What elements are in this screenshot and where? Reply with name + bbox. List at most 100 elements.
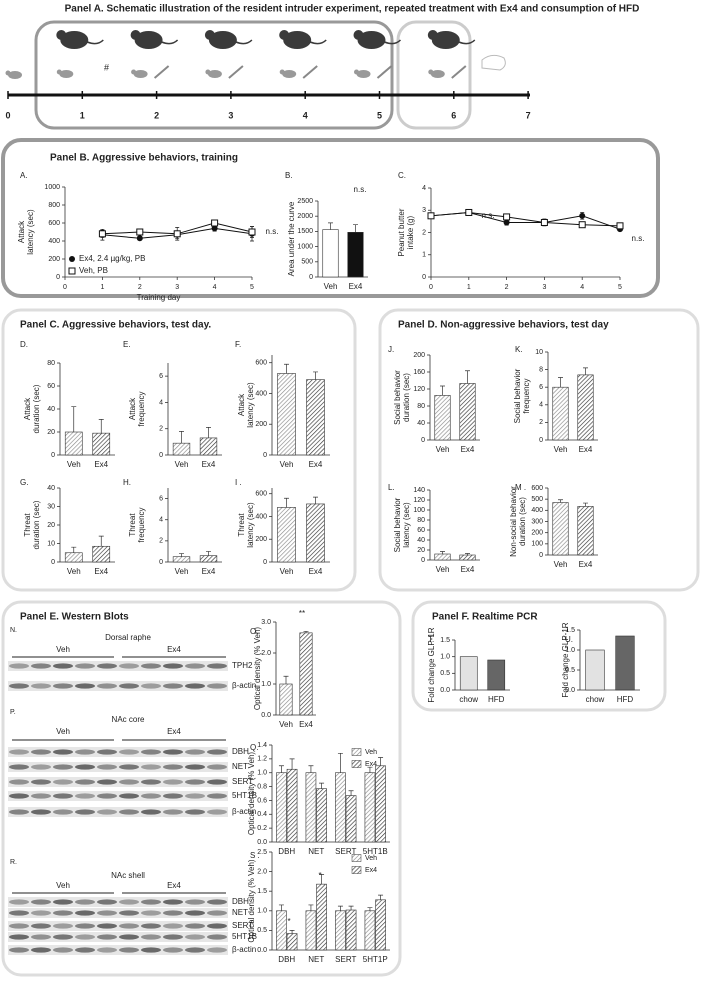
y-tick-label: 1.2: [257, 756, 267, 763]
marker: [503, 213, 511, 221]
y-tick-label: 2000: [297, 213, 313, 220]
legend-label: Ex4: [365, 761, 377, 768]
marker: [211, 219, 219, 227]
rat-icon: [279, 30, 290, 40]
marker: [173, 230, 181, 238]
blot-band: [207, 749, 227, 755]
blot-band: [141, 910, 161, 916]
y-tick-label: 100: [531, 541, 543, 548]
chart-label: D.: [20, 340, 28, 349]
blot-band: [75, 923, 95, 929]
legend-label: Veh: [365, 749, 377, 756]
bar: [487, 659, 506, 691]
y-tick-label: 2: [539, 419, 543, 426]
panel-title: Panel E. Western Blots: [20, 612, 129, 623]
bar: [306, 503, 325, 563]
y-tick-label: 40: [47, 485, 55, 492]
y-tick-label: 0: [263, 559, 267, 566]
bar: [299, 632, 313, 716]
y-tick-label: 400: [255, 513, 267, 520]
band-label: SERT: [232, 921, 253, 930]
y-tick-label: 0.0: [261, 712, 271, 719]
blot-band: [31, 934, 51, 940]
blot-band: [97, 934, 117, 940]
x-tick-label: 4: [580, 284, 584, 291]
bar: [375, 765, 386, 843]
error-bar: [367, 766, 373, 773]
blot-band: [207, 934, 227, 940]
y-tick-label: 0.5: [440, 670, 450, 677]
bar: [279, 683, 293, 716]
blot-band: [185, 663, 205, 669]
x-tick-label: 4: [213, 284, 217, 291]
bar: [459, 656, 478, 691]
y-tick-label: 6: [539, 384, 543, 391]
group-label: Ex4: [167, 881, 181, 890]
blot-band: [9, 764, 29, 770]
band-label: β-actin: [232, 807, 256, 816]
y-axis-label: frequency: [137, 507, 146, 542]
error-bar: [98, 419, 104, 434]
blot-strip: [8, 807, 228, 817]
error-bar: [308, 765, 314, 773]
rat-icon: [161, 39, 179, 45]
error-bar: [313, 371, 318, 380]
band-label: TPH2: [232, 661, 253, 670]
syringe-icon: [302, 65, 318, 79]
panel-d-box: [378, 308, 700, 592]
bar: [345, 795, 357, 843]
blot-band: [119, 923, 139, 929]
mouse-icon: [56, 69, 62, 75]
blot-band: [97, 749, 117, 755]
x-tick-label: NET: [308, 955, 324, 964]
y-tick-label: 400: [48, 238, 60, 245]
chart-label: Q.: [250, 743, 258, 752]
y-tick-label: 200: [531, 530, 543, 537]
cage-icon: [481, 54, 506, 71]
error-bar: [179, 553, 184, 557]
y-tick-label: 40: [47, 406, 55, 413]
blot-label: N.: [10, 627, 17, 634]
blot-band: [207, 809, 227, 815]
rat-icon: [283, 31, 312, 49]
blot-band: [31, 910, 51, 916]
syringe-icon: [228, 65, 244, 79]
y-tick-label: 80: [47, 360, 55, 367]
blot-band: [97, 663, 117, 669]
y-tick-label: 2500: [297, 198, 313, 205]
bar: [199, 555, 218, 563]
bar: [316, 883, 327, 951]
chart-label: O.: [250, 627, 258, 636]
blot-band: [9, 779, 29, 785]
marker: [427, 212, 435, 220]
legend-label: Veh, PB: [79, 266, 108, 275]
blot-band: [163, 764, 183, 770]
mouse-icon: [5, 70, 11, 76]
y-tick-label: 6: [159, 373, 163, 380]
blot-band: [207, 663, 227, 669]
y-axis-label: duration (sec): [32, 500, 41, 549]
blot-band: [119, 934, 139, 940]
bar: [577, 506, 594, 556]
marker: [540, 218, 548, 226]
blot-band: [163, 683, 183, 689]
bar: [277, 373, 296, 456]
blot-band: [31, 683, 51, 689]
blot-band: [97, 947, 117, 953]
chart-label: F.: [235, 340, 241, 349]
error-bar: [319, 782, 325, 789]
blot-band: [75, 793, 95, 799]
panel-b-box: [1, 138, 660, 298]
error-bar: [71, 546, 77, 553]
y-tick-label: 0.8: [257, 783, 267, 790]
y-tick-label: 600: [255, 360, 267, 367]
x-tick-label: Ex4: [579, 560, 593, 569]
blot-band: [185, 923, 205, 929]
blot-strip: [8, 681, 228, 691]
y-tick-label: 2: [159, 426, 163, 433]
chart-label: B.: [285, 171, 293, 180]
y-tick-label: 2.0: [261, 650, 271, 657]
y-tick-label: 8: [539, 366, 543, 373]
rat-icon: [235, 39, 253, 45]
bar: [305, 772, 317, 843]
